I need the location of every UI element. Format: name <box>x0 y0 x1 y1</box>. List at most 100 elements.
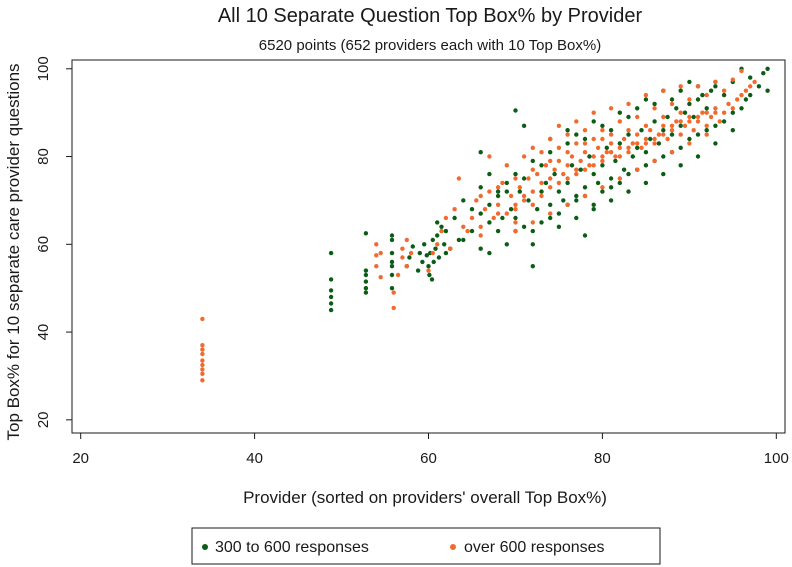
data-point <box>608 185 614 190</box>
data-point <box>565 150 570 155</box>
data-point <box>363 279 369 284</box>
data-point <box>739 106 744 111</box>
data-point <box>435 220 440 225</box>
data-point <box>578 167 583 172</box>
data-point <box>591 163 596 168</box>
data-point <box>539 189 544 194</box>
data-point <box>556 224 562 229</box>
data-point <box>535 171 540 177</box>
data-point <box>452 215 457 221</box>
data-point <box>617 141 622 146</box>
data-point <box>504 180 509 186</box>
data-point <box>521 154 527 159</box>
data-point <box>652 136 657 142</box>
data-point <box>608 128 614 133</box>
data-point <box>539 150 544 155</box>
data-point <box>708 88 714 93</box>
data-point <box>526 198 531 203</box>
data-point <box>574 141 579 146</box>
data-point <box>561 171 566 177</box>
data-point <box>669 150 675 155</box>
data-point <box>713 110 718 115</box>
data-point <box>582 128 588 133</box>
y-axis-title: Top Box% for 10 separate care provider q… <box>4 63 23 440</box>
data-point <box>417 250 422 256</box>
data-point <box>500 215 505 221</box>
legend: 300 to 600 responses over 600 responses <box>191 527 661 565</box>
data-point <box>461 198 466 203</box>
data-point <box>513 108 518 113</box>
data-point <box>543 163 549 168</box>
data-point <box>591 202 596 207</box>
plot-frame <box>71 59 786 434</box>
data-point <box>513 228 518 234</box>
data-point <box>639 128 644 133</box>
data-point <box>713 106 718 111</box>
data-point <box>652 141 657 146</box>
data-point <box>378 250 383 256</box>
data-point <box>200 371 205 376</box>
x-tick-label: 40 <box>246 450 263 467</box>
data-point <box>582 185 588 190</box>
data-point <box>552 167 557 172</box>
chart-subtitle: 6520 points (652 providers each with 10 … <box>259 37 601 54</box>
data-point <box>582 167 588 172</box>
data-point <box>435 233 440 238</box>
data-point <box>513 171 518 177</box>
data-point <box>678 88 683 93</box>
data-point <box>643 163 649 168</box>
data-point <box>389 259 395 265</box>
data-point <box>652 158 657 164</box>
data-point <box>469 215 475 221</box>
data-point <box>530 158 535 164</box>
data-point <box>748 92 753 98</box>
legend-marker-over-600 <box>450 544 456 550</box>
data-point <box>617 154 622 159</box>
data-point <box>539 163 544 168</box>
data-point <box>400 246 405 251</box>
data-point <box>556 123 562 128</box>
data-point <box>456 237 462 243</box>
data-point <box>582 193 588 199</box>
data-point <box>713 141 718 146</box>
data-point <box>643 136 649 142</box>
data-point <box>748 84 753 89</box>
data-point <box>363 231 369 236</box>
data-point <box>608 141 614 146</box>
data-point <box>721 119 727 124</box>
data-point <box>574 171 579 177</box>
data-point <box>478 233 483 238</box>
data-point <box>687 114 692 120</box>
data-point <box>495 185 501 190</box>
data-point <box>669 128 675 133</box>
data-point <box>439 228 444 234</box>
data-point <box>661 154 666 159</box>
data-point <box>704 106 709 111</box>
data-point <box>521 224 527 229</box>
data-point <box>721 88 727 93</box>
data-point <box>424 253 429 258</box>
data-point <box>600 128 605 133</box>
y-tick-label: 40 <box>35 324 52 341</box>
data-point <box>582 233 588 238</box>
data-point <box>730 106 735 111</box>
data-point <box>200 362 205 368</box>
data-point <box>363 272 369 278</box>
data-point <box>548 202 553 207</box>
data-point <box>426 268 431 273</box>
data-point <box>513 220 518 225</box>
data-point <box>469 228 475 234</box>
data-point <box>613 154 618 159</box>
data-point <box>495 189 501 194</box>
data-point <box>487 171 492 177</box>
data-point <box>587 154 592 159</box>
data-point <box>565 163 570 168</box>
data-point <box>635 106 640 111</box>
data-point <box>695 154 701 159</box>
data-point <box>328 250 334 256</box>
data-point <box>617 119 622 124</box>
data-point <box>600 158 605 164</box>
data-point <box>521 198 527 203</box>
data-point <box>626 101 631 107</box>
data-point <box>730 77 735 82</box>
